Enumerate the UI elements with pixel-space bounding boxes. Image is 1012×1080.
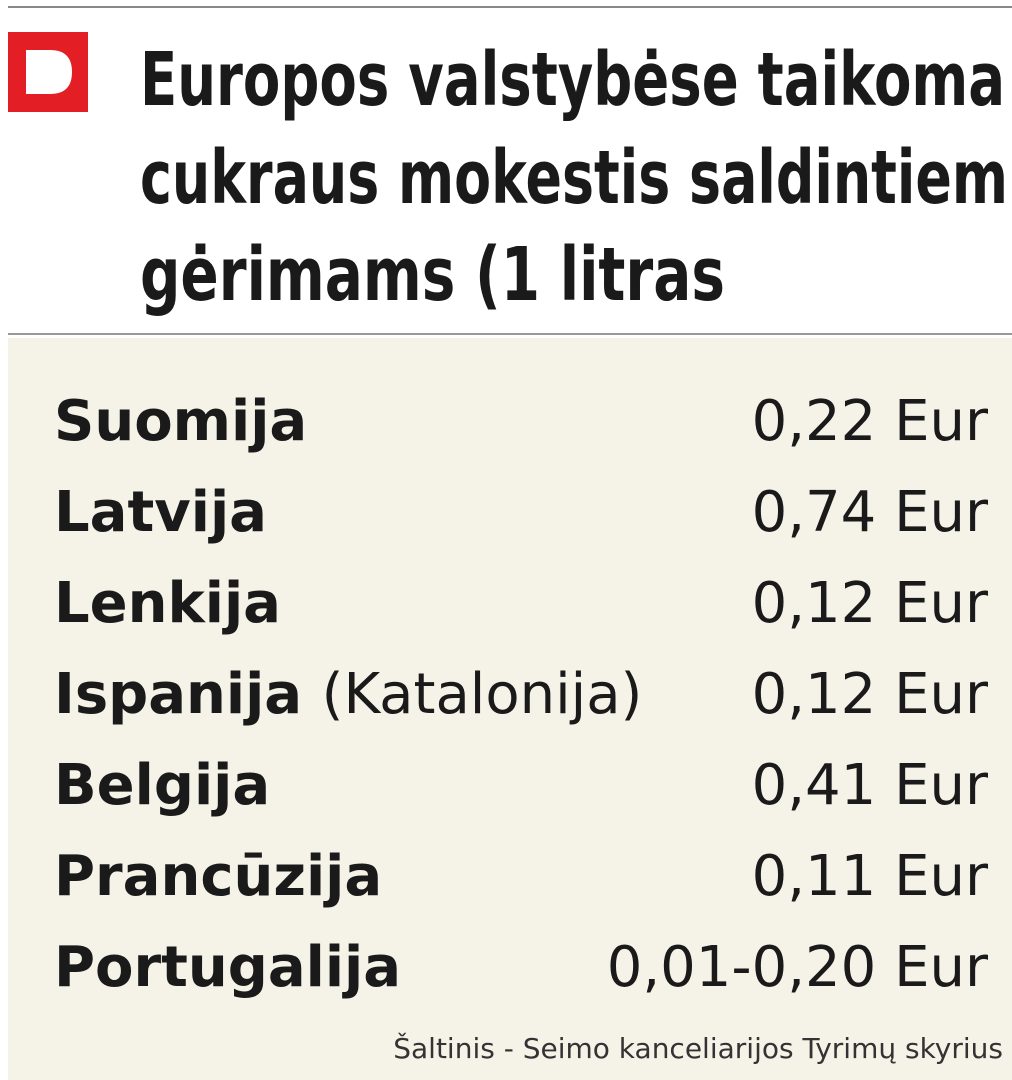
tax-value: 0,41 Eur bbox=[752, 753, 989, 818]
country-name: Suomija bbox=[54, 389, 307, 454]
country-name: Ispanija bbox=[54, 662, 302, 727]
country-name: Lenkija bbox=[54, 571, 281, 636]
country: Lenkija bbox=[54, 571, 281, 636]
country: Portugalija bbox=[54, 935, 401, 1000]
country: Belgija bbox=[54, 753, 270, 818]
country: Prancūzija bbox=[54, 844, 382, 909]
tax-value: 0,12 Eur bbox=[752, 571, 989, 636]
country: Ispanija (Katalonija) bbox=[54, 662, 642, 727]
country-note: (Katalonija) bbox=[322, 662, 643, 727]
country-name: Latvija bbox=[54, 480, 267, 545]
table: Suomija 0,22 Eur Latvija 0,74 Eur Lenkija 0,1… bbox=[54, 389, 989, 1000]
country: Suomija bbox=[54, 389, 307, 454]
country-name: Portugalija bbox=[54, 935, 401, 1000]
tax-value: 0,22 Eur bbox=[752, 389, 989, 454]
tax-value: 0,01-0,20 Eur bbox=[607, 935, 989, 1000]
logo bbox=[8, 32, 88, 112]
country: Latvija bbox=[54, 480, 267, 545]
table-background bbox=[8, 338, 1012, 1080]
title-line: gėrimams (1 litras bbox=[140, 232, 725, 318]
tax-value: 0,11 Eur bbox=[752, 844, 989, 909]
country-name: Prancūzija bbox=[54, 844, 382, 909]
tax-value: 0,12 Eur bbox=[752, 662, 989, 727]
country-name: Belgija bbox=[54, 753, 270, 818]
tax-value: 0,74 Eur bbox=[752, 480, 989, 545]
title-line: Europos valstybėse taikoma bbox=[140, 37, 1005, 123]
title-line: cukraus mokestis saldintiem bbox=[140, 135, 1008, 221]
source: Šaltinis - Seimo kanceliarijos Tyrimų sk… bbox=[393, 1031, 1003, 1065]
